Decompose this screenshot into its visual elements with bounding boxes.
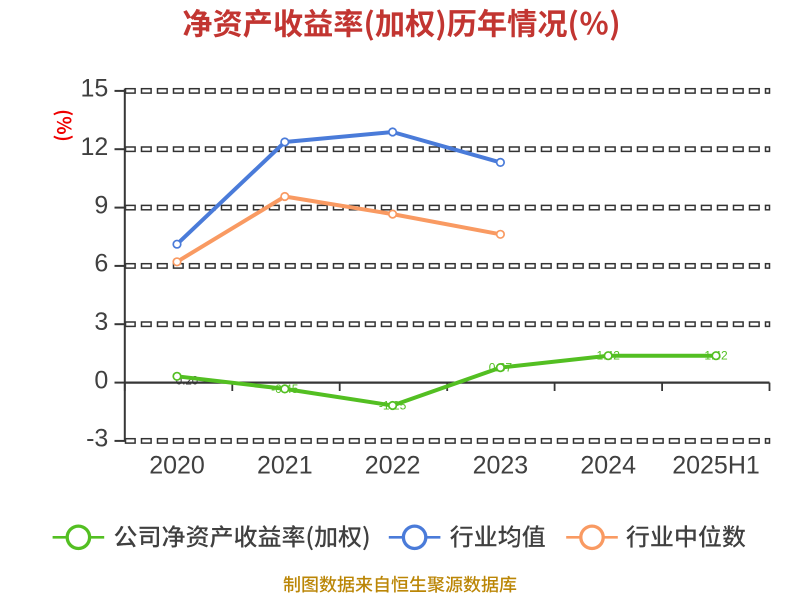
svg-text:2020: 2020 xyxy=(149,452,205,480)
svg-text:9: 9 xyxy=(94,191,108,219)
svg-text:0: 0 xyxy=(94,366,108,394)
svg-text:-3: -3 xyxy=(86,425,108,453)
svg-text:2021: 2021 xyxy=(257,452,313,480)
svg-text:12: 12 xyxy=(80,133,108,161)
svg-text:6: 6 xyxy=(94,250,108,278)
svg-text:3: 3 xyxy=(94,308,108,336)
svg-text:2024: 2024 xyxy=(580,452,636,480)
svg-text:15: 15 xyxy=(80,75,108,103)
svg-text:2025H1: 2025H1 xyxy=(672,452,760,480)
svg-text:2022: 2022 xyxy=(365,452,421,480)
svg-text:2023: 2023 xyxy=(473,452,529,480)
